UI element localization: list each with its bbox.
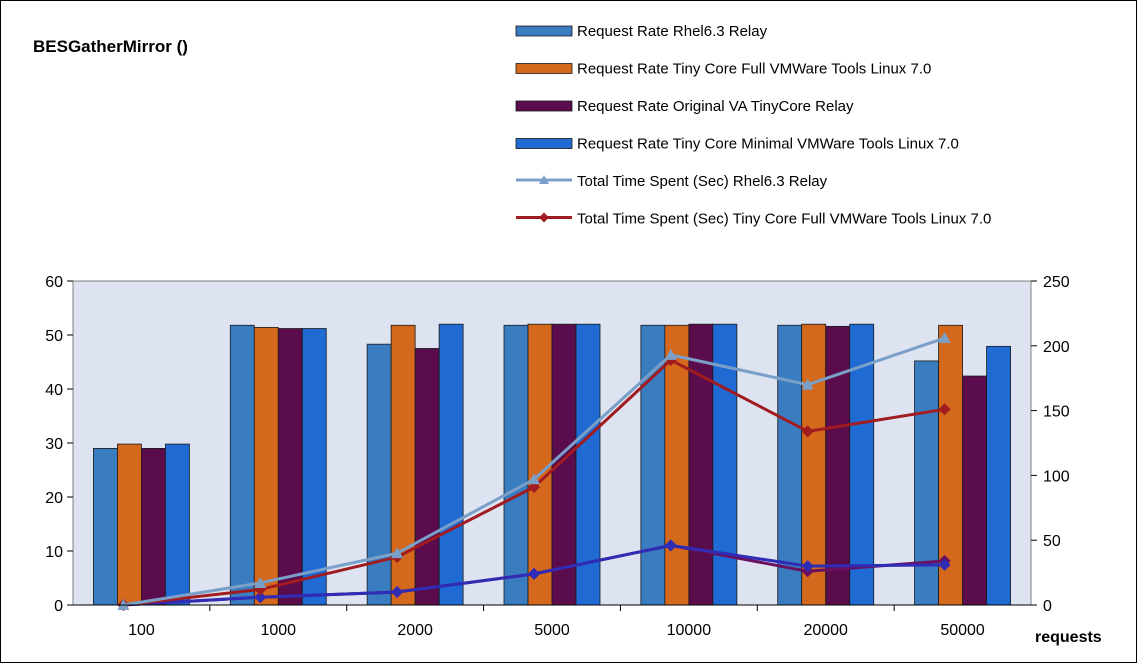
chart-title: BESGatherMirror () bbox=[33, 37, 188, 56]
legend-swatch bbox=[515, 63, 573, 74]
bar-s2-1000 bbox=[253, 327, 279, 606]
marker-line-s3-50000 bbox=[938, 558, 951, 571]
y-left-tick-label: 0 bbox=[54, 598, 63, 615]
marker-line-s3-2000 bbox=[391, 586, 404, 599]
legend-item: Total Time Spent (Sec) Tiny Core Full VM… bbox=[516, 211, 991, 228]
marker-line-s1-50000 bbox=[938, 332, 951, 344]
bar-s3-1000 bbox=[277, 328, 303, 606]
x-tick-label: 100 bbox=[128, 622, 155, 639]
x-tick-label: 20000 bbox=[803, 622, 848, 639]
bar-s4-20000 bbox=[849, 323, 875, 606]
marker-line-s3-1000 bbox=[254, 591, 267, 604]
marker-line-s1-20000 bbox=[801, 378, 814, 390]
bar-s2-20000 bbox=[801, 323, 827, 606]
marker-line-s2-20000 bbox=[801, 425, 814, 438]
marker-line-s3-10000 bbox=[664, 539, 677, 552]
legend-item: Request Rate Tiny Core Full VMWare Tools… bbox=[515, 61, 931, 78]
x-axis-title: requests bbox=[1035, 629, 1102, 646]
bar-s1-100 bbox=[93, 447, 118, 606]
bar-s2-100 bbox=[117, 443, 142, 606]
legend-swatch bbox=[515, 25, 573, 37]
bar-s4-1000 bbox=[301, 328, 327, 606]
marker-line-s3-20000 bbox=[801, 560, 814, 573]
bar-s4-2000 bbox=[438, 323, 464, 606]
bar-s1-50000 bbox=[914, 360, 939, 606]
x-tick-label: 10000 bbox=[667, 622, 712, 639]
legend-marker bbox=[539, 175, 549, 184]
x-tick-label: 2000 bbox=[397, 622, 433, 639]
legend-item: Request Rate Tiny Core Minimal VMWare To… bbox=[515, 136, 959, 153]
legend-marker bbox=[539, 212, 549, 223]
legend-item: Request Rate Original VA TinyCore Relay bbox=[515, 98, 854, 115]
y-right-tick-label: 100 bbox=[1043, 468, 1070, 485]
y-left-tick-label: 60 bbox=[45, 274, 63, 291]
y-left-tick-label: 30 bbox=[45, 436, 63, 453]
legend-item: Request Rate Rhel6.3 Relay bbox=[515, 23, 768, 40]
legend-swatch bbox=[515, 138, 573, 149]
bar-s2-10000 bbox=[664, 324, 690, 606]
marker-line-s1-1000 bbox=[254, 576, 267, 588]
bar-s1-5000 bbox=[503, 324, 529, 606]
bar-s4-100 bbox=[165, 443, 190, 606]
y-right-tick-label: 50 bbox=[1043, 533, 1061, 550]
x-tick-label: 50000 bbox=[940, 622, 985, 639]
legend-label: Request Rate Tiny Core Full VMWare Tools… bbox=[577, 61, 931, 78]
bar-s4-5000 bbox=[575, 323, 601, 606]
legend-item: Total Time Spent (Sec) Rhel6.3 Relay bbox=[516, 173, 828, 190]
bar-s3-2000 bbox=[414, 348, 440, 606]
bar-group bbox=[93, 323, 1011, 606]
y-right-tick-label: 150 bbox=[1043, 404, 1070, 421]
marker-line-s2-50000 bbox=[938, 403, 951, 416]
y-left-tick-label: 20 bbox=[45, 490, 63, 507]
legend-label: Request Rate Rhel6.3 Relay bbox=[577, 23, 768, 40]
y-right-tick-label: 0 bbox=[1043, 598, 1052, 615]
x-tick-label: 1000 bbox=[260, 622, 296, 639]
legend-label: Request Rate Tiny Core Minimal VMWare To… bbox=[577, 136, 959, 153]
marker-line-s1-2000 bbox=[391, 547, 404, 559]
legend-label: Total Time Spent (Sec) Tiny Core Full VM… bbox=[577, 211, 991, 228]
y-right-tick-label: 200 bbox=[1043, 339, 1070, 356]
marker-line-s1-10000 bbox=[664, 348, 677, 360]
marker-line-s1-5000 bbox=[528, 473, 540, 485]
bar-s1-1000 bbox=[229, 324, 255, 606]
legend-label: Total Time Spent (Sec) Rhel6.3 Relay bbox=[577, 173, 828, 190]
axes: 0 10 20 30 40 50 60 0 50 100 150 200 250 100 1000 2000 5… bbox=[45, 274, 1070, 639]
bar-s2-2000 bbox=[390, 324, 416, 606]
bar-s3-10000 bbox=[688, 323, 714, 606]
chart-legend: Request Rate Rhel6.3 Relay Request Rate T… bbox=[515, 23, 991, 228]
bar-s1-2000 bbox=[366, 343, 392, 606]
legend-label: Request Rate Original VA TinyCore Relay bbox=[577, 98, 854, 115]
y-left-tick-label: 10 bbox=[45, 544, 63, 561]
y-left-tick-label: 40 bbox=[45, 382, 63, 399]
line-group bbox=[117, 332, 951, 611]
bar-s3-100 bbox=[141, 447, 166, 606]
bar-s3-50000 bbox=[962, 375, 987, 606]
bar-s3-20000 bbox=[825, 325, 851, 606]
legend-swatch bbox=[515, 100, 573, 112]
bar-s4-50000 bbox=[986, 345, 1011, 606]
y-right-tick-label: 250 bbox=[1043, 274, 1070, 291]
y-left-tick-label: 50 bbox=[45, 328, 63, 345]
x-tick-label: 5000 bbox=[534, 622, 570, 639]
marker-line-s3-5000 bbox=[528, 567, 540, 580]
bar-s3-5000 bbox=[551, 323, 577, 606]
